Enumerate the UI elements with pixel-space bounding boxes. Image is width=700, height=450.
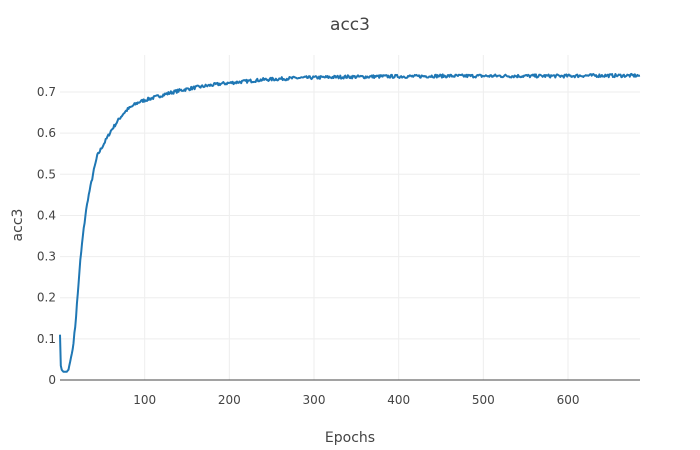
x-axis-title: Epochs (325, 430, 375, 446)
y-tick-label: 0.1 (37, 332, 56, 346)
grid-layer (60, 55, 640, 380)
x-tick-label: 100 (133, 393, 156, 407)
y-tick-label: 0.6 (37, 126, 56, 140)
y-tick-label: 0 (48, 373, 56, 387)
y-axis-title: acc3 (10, 209, 26, 242)
series-line (59, 72, 641, 373)
x-tick-label: 300 (303, 393, 326, 407)
y-tick-label: 0.5 (37, 167, 56, 181)
series-layer (59, 72, 641, 373)
y-tick-label: 0.7 (37, 85, 56, 99)
chart-title: acc3 (330, 15, 370, 35)
x-tick-label: 400 (387, 393, 410, 407)
x-tick-label: 500 (472, 393, 495, 407)
y-tick-label: 0.2 (37, 291, 56, 305)
x-tick-label: 600 (557, 393, 580, 407)
y-tick-label: 0.3 (37, 250, 56, 264)
axis-layer: 100 200 300 400 500 600 0 0.1 0.2 0.3 0.4 0.5 0.6 0.7 (37, 85, 640, 407)
y-tick-label: 0.4 (37, 208, 56, 222)
x-tick-label: 200 (218, 393, 241, 407)
